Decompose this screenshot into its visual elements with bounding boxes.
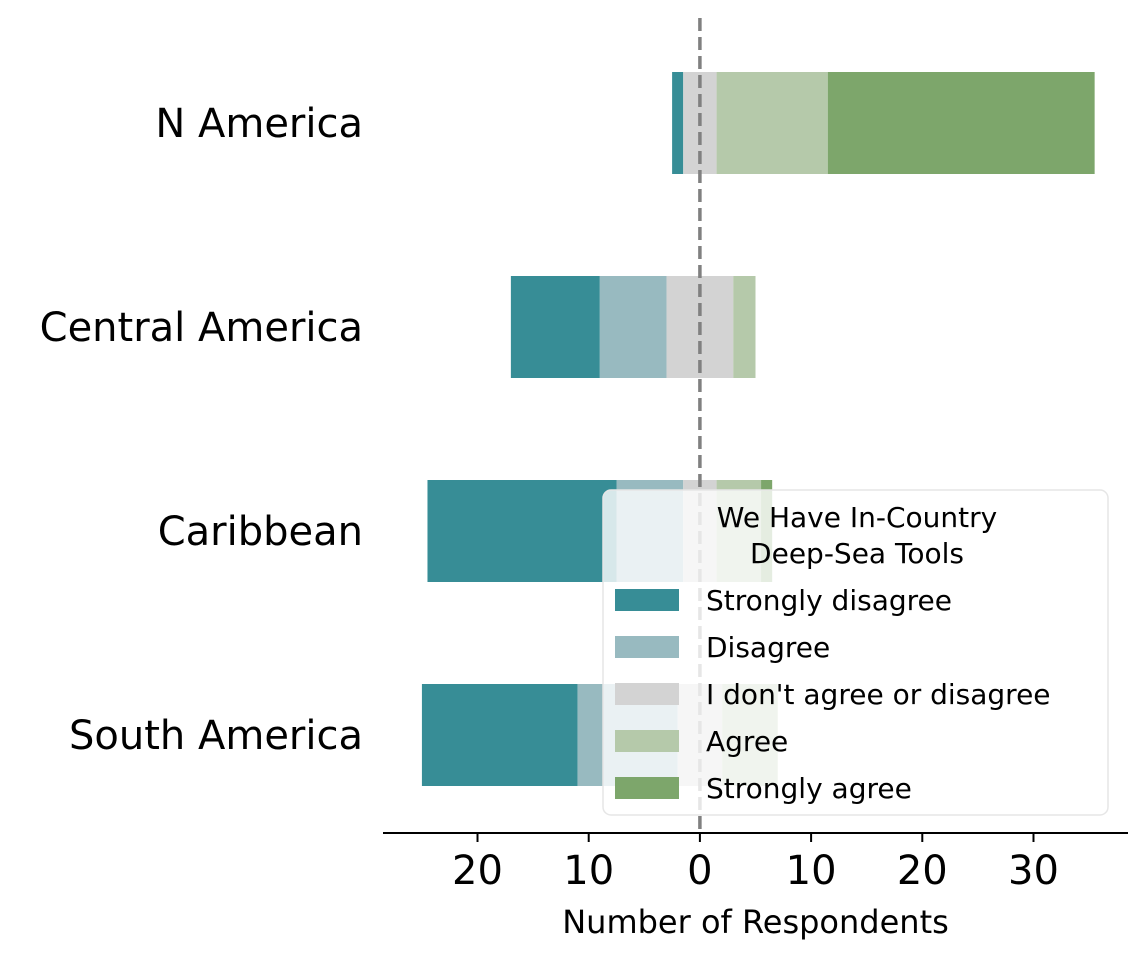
- legend-label-strongly-disagree: Strongly disagree: [706, 584, 952, 617]
- x-tick-label: 10: [786, 848, 837, 894]
- legend: We Have In-Country Deep-Sea Tools Strongl…: [602, 489, 1109, 816]
- legend-label-i-don-t-agree-or-disagree: I don't agree or disagree: [706, 678, 1051, 711]
- x-tick-label: 20: [897, 848, 948, 894]
- bar-south-america-strongly-disagree: [421, 684, 578, 786]
- x-axis-label: Number of Respondents: [562, 903, 949, 941]
- legend-label-disagree: Disagree: [706, 631, 830, 664]
- legend-label-strongly-agree: Strongly agree: [706, 772, 912, 805]
- legend-swatch-strongly-agree: [615, 777, 679, 799]
- legend-items: Strongly disagree Disagree I don't agree o…: [615, 584, 1051, 805]
- bar-caribbean-strongly-disagree: [427, 480, 617, 582]
- bar-central-america-agree: [733, 276, 756, 378]
- category-label-caribbean: Caribbean: [158, 509, 363, 555]
- bar-n-america-agree: [716, 72, 828, 174]
- legend-frame: [602, 489, 1109, 816]
- x-tick-label: 20: [452, 848, 503, 894]
- x-tick-label: 10: [563, 848, 614, 894]
- x-tick-label: 0: [687, 848, 712, 894]
- category-label-central-america: Central America: [40, 305, 363, 351]
- legend-label-agree: Agree: [706, 725, 788, 758]
- legend-swatch-strongly-disagree: [615, 589, 679, 611]
- legend-swatch-disagree: [615, 636, 679, 658]
- bar-central-america-strongly-disagree: [510, 276, 600, 378]
- legend-swatch-agree: [615, 730, 679, 752]
- x-axis-ticks: 20 10 0 10 20 30: [452, 833, 1059, 894]
- legend-title: We Have In-Country Deep-Sea Tools: [717, 501, 997, 570]
- category-labels: N America Central America Caribbean South A…: [40, 101, 363, 759]
- x-tick-label: 30: [1008, 848, 1059, 894]
- bar-n-america-strongly-disagree: [672, 72, 684, 174]
- category-label-south-america: South America: [69, 713, 363, 759]
- category-label-n-america: N America: [155, 101, 363, 147]
- bar-n-america-strongly-agree: [827, 72, 1095, 174]
- bar-central-america-disagree: [599, 276, 667, 378]
- legend-swatch-i-don-t-agree-or-disagree: [615, 683, 679, 705]
